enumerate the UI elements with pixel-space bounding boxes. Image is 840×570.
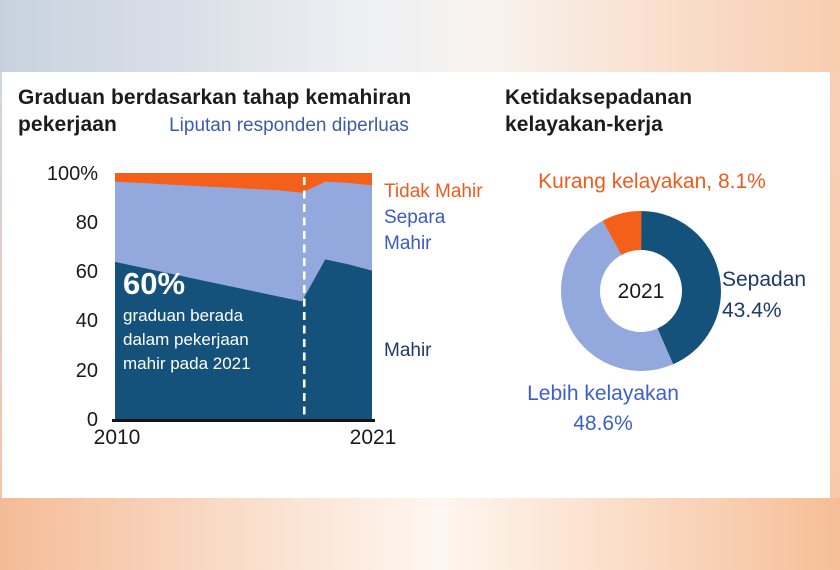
left-chart-title: Graduan berdasarkan tahap kemahiran peke… — [18, 86, 412, 136]
callout-line-1: graduan berada — [123, 306, 244, 325]
x-tick-2010: 2010 — [93, 426, 141, 449]
top-gradient-band — [0, 0, 840, 72]
y-tick-80: 80 — [75, 212, 98, 234]
legend-separa-mahir: Separa Mahir — [384, 207, 446, 254]
y-tick-60: 60 — [75, 261, 98, 283]
left-gradient-strip — [0, 72, 2, 498]
y-tick-40: 40 — [75, 310, 98, 332]
callout-line-2: dalam pekerjaan — [123, 330, 249, 349]
donut-center-year: 2021 — [617, 280, 665, 303]
bottom-gradient-band — [0, 498, 840, 570]
donut-slice-kurang-kelayakan — [561, 211, 721, 371]
legend-tidak-mahir: Tidak Mahir — [384, 181, 483, 202]
lebih-kelayakan-label: Lebih kelayakan 48.6% — [493, 379, 713, 439]
stacked-area-chart — [115, 173, 372, 420]
y-tick-20: 20 — [75, 360, 98, 382]
right-chart-title: Ketidaksepadanan kelayakan-kerja — [505, 86, 693, 136]
area-series-mahir — [115, 259, 372, 420]
lebih-label-value: 48.6% — [573, 412, 633, 435]
x-axis-line — [112, 419, 375, 422]
donut-slice-lebih-kelayakan — [561, 211, 721, 371]
sepadan-label-name: Sepadan — [722, 268, 807, 291]
coverage-expanded-annotation: Liputan responden diperluas — [169, 115, 409, 136]
sepadan-label-value: 43.4% — [722, 299, 782, 322]
y-tick-100: 100% — [46, 163, 98, 185]
callout-line-3: mahir pada 2021 — [123, 354, 251, 373]
lebih-label-name: Lebih kelayakan — [527, 382, 679, 405]
callout-60-percent: 60% — [123, 266, 186, 301]
y-tick-0: 0 — [86, 409, 98, 431]
mismatch-donut-chart — [561, 211, 721, 371]
sepadan-label: Sepadan 43.4% — [722, 264, 806, 326]
legend-mahir: Mahir — [384, 340, 432, 361]
kurang-kelayakan-label: Kurang kelayakan, 8.1% — [538, 170, 766, 193]
right-gradient-strip — [830, 72, 840, 498]
x-tick-2021: 2021 — [349, 426, 397, 449]
